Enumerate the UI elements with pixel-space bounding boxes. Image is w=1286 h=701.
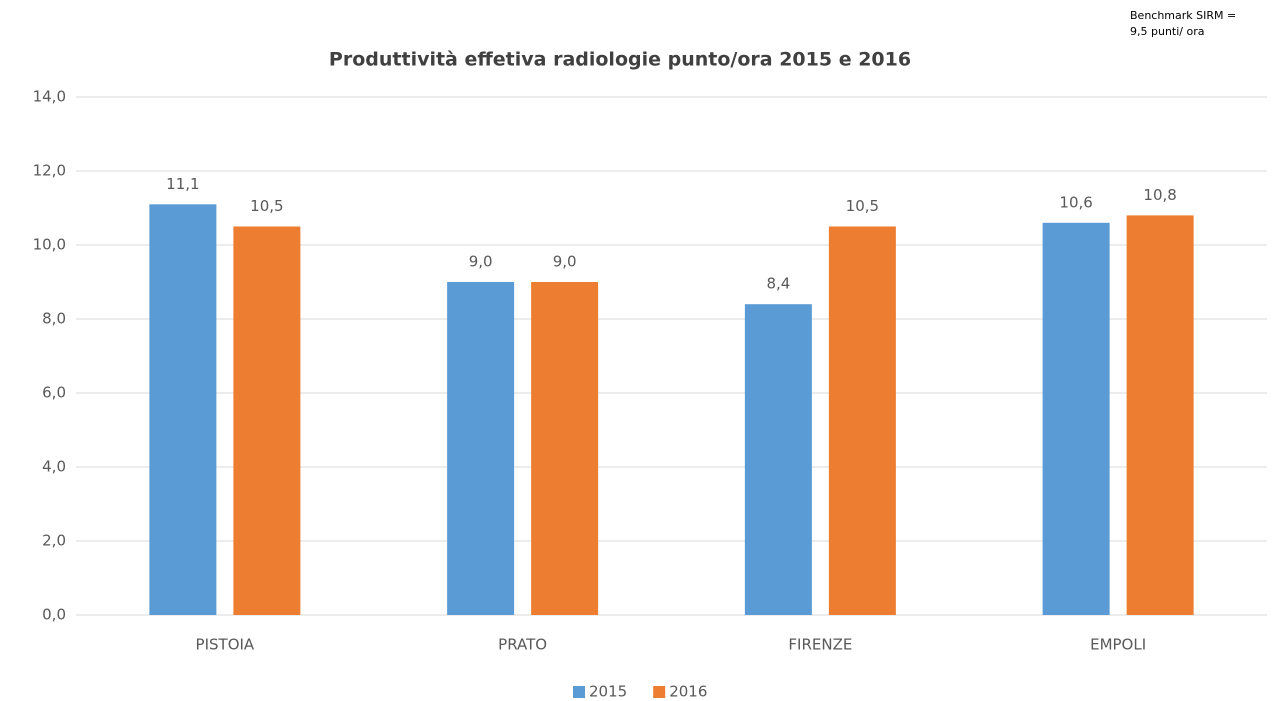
data-label: 8,4 <box>766 275 790 293</box>
bar <box>531 282 599 615</box>
x-tick-label: EMPOLI <box>1090 636 1146 654</box>
y-tick-label: 6,0 <box>42 384 66 402</box>
data-label: 10,8 <box>1143 186 1176 204</box>
bar <box>1126 215 1194 615</box>
data-label: 9,0 <box>469 253 493 271</box>
y-tick-label: 8,0 <box>42 310 66 328</box>
y-tick-label: 14,0 <box>33 88 66 106</box>
annotation: 9,5 punti/ ora <box>1130 25 1204 38</box>
y-tick-label: 4,0 <box>42 458 66 476</box>
legend-swatch <box>573 686 585 698</box>
data-label: 10,5 <box>846 197 879 215</box>
y-tick-label: 2,0 <box>42 532 66 550</box>
legend-swatch <box>653 686 666 698</box>
bar <box>744 304 812 615</box>
annotation: Benchmark SIRM = <box>1130 9 1236 22</box>
bar <box>1042 222 1110 616</box>
x-tick-label: FIRENZE <box>788 636 852 654</box>
legend-label: 2016 <box>669 683 707 701</box>
y-tick-label: 10,0 <box>33 236 66 254</box>
y-tick-label: 12,0 <box>33 162 66 180</box>
bar <box>828 226 896 615</box>
chart-title: Produttività effetiva radiologie punto/o… <box>329 49 911 71</box>
x-tick-label: PRATO <box>498 636 547 654</box>
x-tick-label: PISTOIA <box>196 636 255 654</box>
bar <box>149 204 217 616</box>
data-label: 10,5 <box>250 197 283 215</box>
legend-label: 2015 <box>589 683 627 701</box>
data-label: 11,1 <box>166 175 199 193</box>
bar <box>447 282 515 615</box>
data-label: 9,0 <box>553 253 577 271</box>
data-label: 10,6 <box>1059 193 1092 211</box>
y-tick-label: 0,0 <box>42 606 66 624</box>
bar <box>233 226 301 615</box>
